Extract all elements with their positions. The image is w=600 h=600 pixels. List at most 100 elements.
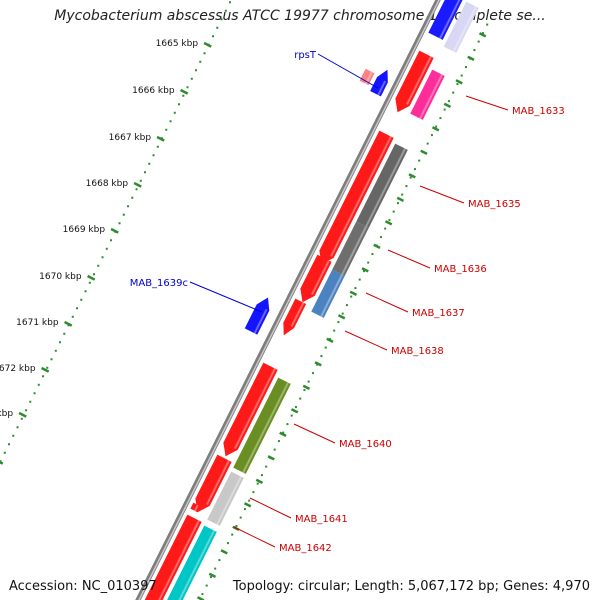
ruler-dot-outer (401, 193, 404, 196)
feature-mab-1638 (283, 298, 307, 336)
feature-mab-1640 (223, 362, 278, 457)
ruler-tick (203, 41, 212, 48)
ruler-minor-tick (326, 337, 334, 344)
ruler-dot-outer (350, 295, 353, 298)
ruler-dot-outer (477, 40, 480, 43)
ruler-dot-outer (311, 372, 314, 375)
ruler-minor-tick (279, 431, 287, 438)
leader-line (344, 330, 388, 351)
ruler-dot-inner (93, 273, 96, 276)
ruler-dot-inner (101, 256, 104, 259)
ruler-tick-label: 1670 kbp (39, 272, 82, 282)
ruler-minor-tick (255, 478, 264, 485)
ruler-dot-inner (63, 332, 66, 335)
ruler-minor-tick (478, 32, 487, 38)
ruler-dot-outer (324, 346, 327, 349)
ruler-dot-outer (388, 219, 391, 222)
map-title: Mycobacterium abscessus ATCC 19977 chrom… (54, 8, 546, 24)
ruler-tick (40, 366, 50, 373)
feature-olive (233, 377, 291, 474)
gene-label: MAB_1637 (412, 308, 465, 319)
feature-small-red (190, 502, 201, 513)
ruler-tick (156, 135, 165, 142)
feature-mab-1640-shade (234, 368, 276, 449)
ruler-dot-inner (195, 69, 198, 72)
feature-mab-1633-shade (406, 56, 432, 105)
ruler-minor-tick (408, 173, 416, 179)
ruler-dot-outer (252, 491, 255, 494)
feature-pink (410, 69, 445, 120)
ruler-dot-inner (50, 358, 53, 361)
ruler-dot-outer (299, 397, 302, 400)
accession-text: Accession: NC_010397 (9, 579, 157, 594)
ruler-dot-inner (127, 205, 130, 208)
ruler-tick-label: 1668 kbp (86, 179, 129, 189)
gene-label: MAB_1638 (391, 346, 444, 357)
ruler-dot-outer (256, 482, 259, 485)
feature-mab-1638-shade (290, 302, 305, 328)
ruler-dot-outer (205, 584, 208, 587)
ruler-tick (18, 411, 27, 418)
feature-steelblue-shade (320, 274, 343, 317)
ruler-dot-outer (439, 117, 442, 120)
feature-grey-2-shade (341, 226, 367, 275)
ruler-dot-outer (435, 125, 438, 128)
gene-label: MAB_1635 (468, 199, 521, 210)
ruler-tick-label: 1673 kbp (0, 409, 13, 419)
ruler-dot-inner (54, 349, 57, 352)
ruler-dot-outer (239, 516, 242, 519)
ruler-dot-inner (20, 417, 23, 420)
feature-mab-1636-shade (330, 214, 353, 257)
gene-label: MAB_1639c (130, 278, 188, 289)
ruler-dot-outer (396, 202, 399, 205)
ruler-dot-outer (235, 525, 238, 528)
ruler-dot-inner (173, 111, 176, 114)
ruler-minor-tick (243, 502, 252, 508)
ruler-dot-inner (190, 77, 193, 80)
ruler-minor-tick (220, 549, 228, 555)
ruler-dot-outer (460, 74, 463, 77)
ruler-dot-inner (182, 94, 185, 97)
ruler-dot-outer (320, 355, 323, 358)
ruler-dot-inner (37, 383, 40, 386)
ruler-dot-outer (341, 312, 344, 315)
ruler-dot-inner (148, 162, 151, 165)
ruler-dot-outer (337, 321, 340, 324)
backbone (135, 0, 441, 600)
ruler-dot-outer (218, 559, 221, 562)
ruler-dot-outer (426, 142, 429, 145)
topology-text: Topology: circular; Length: 5,067,172 bp… (232, 579, 590, 594)
feature-mab-1633 (395, 50, 434, 113)
feature-rpst-salmon (359, 68, 375, 86)
feature-mab-1642 (144, 514, 202, 600)
ruler-minor-tick (396, 196, 405, 203)
ruler-dot-inner (131, 196, 134, 199)
gene-label: MAB_1640 (339, 439, 392, 450)
ruler-tick-label: 1666 kbp (132, 86, 175, 96)
feature-rpst-shade (377, 80, 387, 96)
ruler-dot-outer (226, 542, 229, 545)
gene-label: MAB_1633 (512, 106, 565, 117)
gene-label: MAB_1642 (279, 543, 332, 554)
gene-labels: rpsT MAB_1639c MAB_1633 MAB_1635 MAB_1636 MAB… (130, 50, 565, 554)
ruler-dot-inner (144, 171, 147, 174)
ruler-dots (0, 1, 489, 596)
ruler-minor-tick (431, 126, 440, 132)
ruler-dot-inner (216, 26, 219, 29)
ruler-dot-outer (379, 236, 382, 239)
ruler-dot-inner (139, 179, 142, 182)
feature-lavender-top (443, 1, 479, 53)
ruler-dot-inner (3, 451, 6, 454)
ruler-dot-outer (486, 23, 489, 26)
feature-lightgrey-shade (216, 476, 242, 525)
ruler-dot-inner (25, 409, 28, 412)
ruler-dot-inner (76, 307, 79, 310)
feature-mab-1641-shade (206, 460, 230, 505)
backbone-highlight (138, 0, 440, 600)
feature-steelblue (311, 269, 345, 318)
ruler-tick (133, 181, 142, 188)
ruler-dot-inner (224, 9, 227, 12)
leader-line (293, 423, 336, 444)
ruler-dot-inner (229, 1, 232, 4)
